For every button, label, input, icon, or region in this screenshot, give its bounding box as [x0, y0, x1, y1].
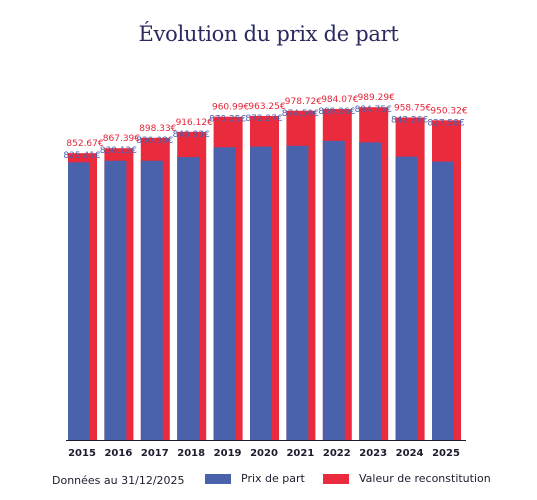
data-label-prix-de-part-2022: 889.26€	[318, 107, 355, 117]
data-label-valeur-de-reconstitution-2024: 958.75€	[394, 103, 431, 113]
data-label-prix-de-part-2023: 884.75€	[355, 105, 392, 115]
x-tick-label-2021: 2021	[286, 448, 314, 459]
legend-label-prix-de-part: Prix de part	[241, 472, 305, 485]
data-label-valeur-de-reconstitution-2025: 950.32€	[430, 106, 467, 116]
legend-swatch-valeur-de-reconstitution	[323, 473, 349, 484]
data-label-valeur-de-reconstitution-2019: 960.99€	[212, 103, 249, 113]
bar-prix-de-part-2017	[140, 160, 163, 440]
data-label-valeur-de-reconstitution-2017: 898.33€	[139, 124, 176, 134]
legend-item-prix-de-part: Prix de part	[205, 472, 305, 485]
data-label-prix-de-part-2015: 825.41€	[63, 151, 100, 161]
data-label-prix-de-part-2020: 872.27€	[245, 114, 282, 124]
data-label-valeur-de-reconstitution-2020: 963.25€	[248, 102, 285, 112]
data-label-prix-de-part-2019: 870.25€	[209, 115, 246, 125]
x-tick-label-2018: 2018	[177, 448, 205, 459]
bar-prix-de-part-2019	[213, 147, 236, 440]
data-label-valeur-de-reconstitution-2016: 867.39€	[103, 134, 140, 144]
data-label-valeur-de-reconstitution-2015: 852.67€	[66, 139, 103, 149]
x-tick-label-2023: 2023	[359, 448, 387, 459]
data-label-prix-de-part-2018: 840.93€	[173, 130, 210, 140]
bar-prix-de-part-2025	[432, 161, 454, 440]
x-tick-label-2015: 2015	[68, 448, 96, 459]
bar-prix-de-part-2024	[395, 156, 418, 440]
bar-prix-de-part-2022	[322, 140, 345, 440]
bar-prix-de-part-2021	[286, 145, 309, 441]
data-label-valeur-de-reconstitution-2018: 916.12€	[176, 118, 213, 128]
legend-label-valeur-de-reconstitution: Valeur de reconstitution	[359, 472, 491, 485]
data-label-prix-de-part-2021: 874.59€	[282, 109, 319, 119]
data-label-prix-de-part-2024: 842.26€	[391, 115, 428, 125]
chart-title: Évolution du prix de part	[138, 22, 399, 46]
x-tick-label-2020: 2020	[250, 448, 278, 459]
x-tick-label-2016: 2016	[104, 448, 132, 459]
data-date-note: Données au 31/12/2025	[52, 474, 185, 487]
data-label-valeur-de-reconstitution-2021: 978.72€	[285, 97, 322, 107]
x-tick-label-2024: 2024	[396, 448, 424, 459]
x-tick-label-2019: 2019	[214, 448, 242, 459]
data-label-valeur-de-reconstitution-2022: 984.07€	[321, 95, 358, 105]
bar-prix-de-part-2018	[177, 157, 200, 440]
x-tick-label-2017: 2017	[141, 448, 169, 459]
x-tick-label-2022: 2022	[323, 448, 351, 459]
bar-prix-de-part-2015	[68, 162, 90, 440]
x-tick-label-2025: 2025	[432, 448, 460, 459]
data-label-prix-de-part-2016: 830.12€	[100, 146, 137, 156]
bar-prix-de-part-2020	[250, 146, 272, 441]
legend-swatch-prix-de-part	[205, 473, 231, 484]
bar-chart: 852.67€ 825.41€ 2015 867.39€ 830.12€ 2016 898.…	[63, 93, 467, 459]
bar-prix-de-part-2023	[359, 142, 382, 440]
data-label-prix-de-part-2025: 827.58€	[427, 118, 464, 128]
legend-item-valeur-de-reconstitution: Valeur de reconstitution	[323, 472, 491, 485]
data-label-prix-de-part-2017: 830.08€	[136, 136, 173, 146]
data-label-valeur-de-reconstitution-2023: 989.29€	[358, 93, 395, 103]
bar-prix-de-part-2016	[104, 160, 127, 441]
